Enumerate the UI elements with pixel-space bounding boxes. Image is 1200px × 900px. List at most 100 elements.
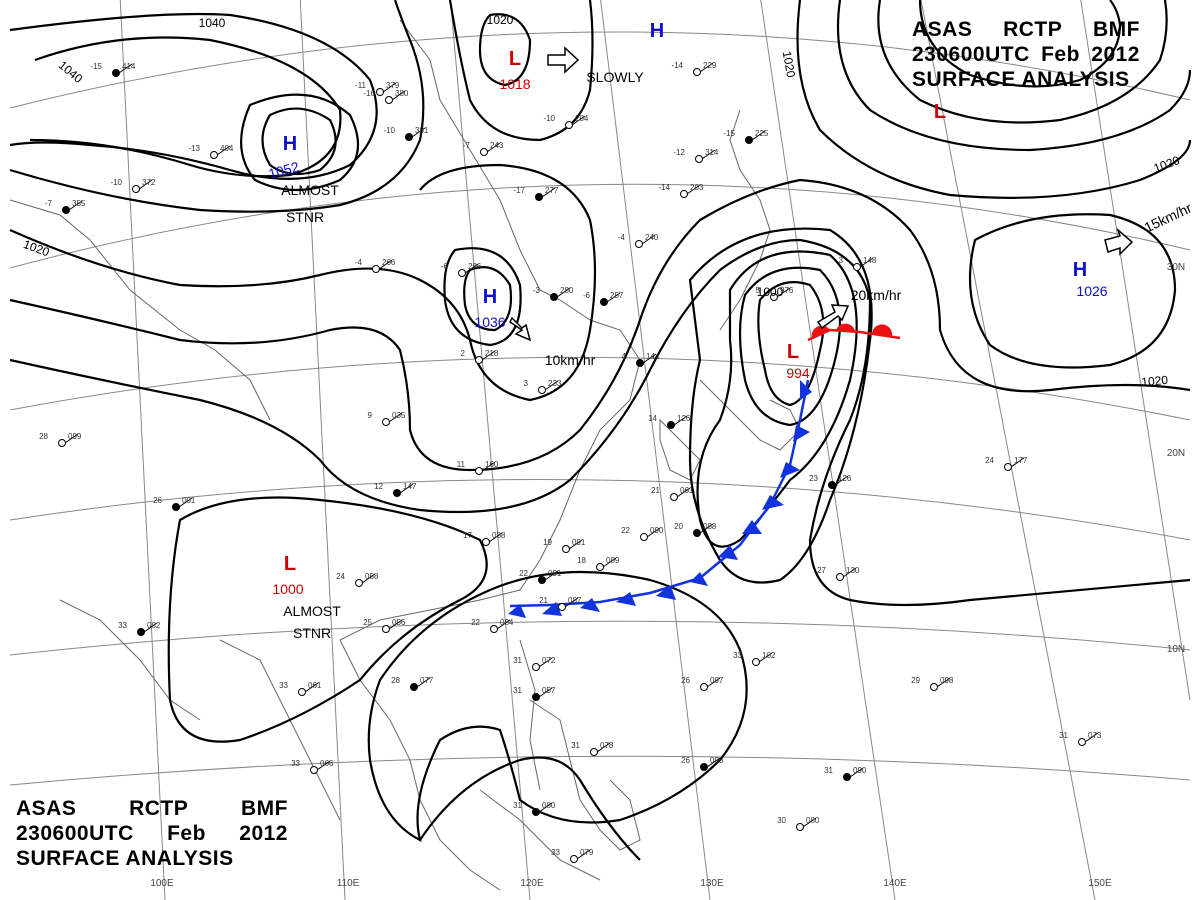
station-temperature: 21: [651, 486, 660, 495]
isobar-label: 1020: [487, 13, 514, 27]
station-plot: 5 976: [756, 286, 794, 301]
station-circle: [680, 190, 688, 198]
header-time: 230600UTC: [16, 822, 134, 845]
station-temperature: 18: [577, 556, 586, 565]
station-temperature: 14: [648, 414, 657, 423]
isobar-label: 1020: [1141, 373, 1169, 389]
station-temperature: 24: [336, 572, 345, 581]
station-temperature: -6: [441, 262, 449, 271]
station-plot: -6 257: [583, 291, 624, 306]
station-circle: [930, 683, 938, 691]
wind-barb: [642, 353, 657, 364]
station-circle: [482, 538, 490, 546]
station-plot: 22 084: [471, 618, 514, 633]
station-pressure: 243: [490, 141, 504, 150]
low-pressure-center: L 1018 SLOWLY: [499, 48, 644, 92]
station-circle: [600, 298, 608, 306]
header-month: Feb: [1041, 43, 1080, 66]
station-plot: -12 314: [673, 148, 719, 163]
wind-barb: [596, 742, 611, 753]
wind-barb: [576, 849, 591, 860]
wind-barb: [464, 263, 479, 274]
graticule: [9, 0, 1191, 900]
wind-barb: [416, 677, 431, 688]
station-pressure: 098: [710, 756, 724, 765]
station-plot: 4 144: [622, 352, 660, 367]
header-title: SURFACE ANALYSIS: [16, 847, 234, 870]
station-plot: 14 126: [648, 414, 691, 429]
wind-barb: [544, 570, 559, 581]
station-pressure: 379: [386, 81, 400, 90]
high-pressure-center: H 1036 10km/hr: [474, 286, 595, 368]
station-pressure: 240: [645, 233, 659, 242]
station-pressure: 090: [650, 526, 664, 535]
station-pressure: 066: [320, 759, 334, 768]
center-pressure: 1000: [272, 581, 303, 597]
station-pressure: 160: [485, 460, 499, 469]
station-pressure: 072: [542, 656, 556, 665]
station-temperature: -15: [90, 62, 102, 71]
warm-front-line: [807, 328, 901, 342]
wind-barb: [936, 677, 951, 688]
center-pressure: 1036: [474, 314, 505, 330]
station-circle: [550, 293, 558, 301]
station-pressure: 073: [1088, 731, 1102, 740]
station-plot: -7 243: [463, 141, 504, 156]
wind-barb: [399, 483, 414, 494]
station-plot: -10 204: [543, 114, 589, 129]
station-plot: 22 090: [621, 526, 664, 541]
center-pressure: 994: [786, 365, 810, 381]
station-pressure: 177: [1014, 456, 1028, 465]
station-pressure: 257: [610, 291, 624, 300]
station-circle: [137, 628, 145, 636]
station-temperature: 26: [681, 756, 690, 765]
station-circle: [490, 625, 498, 633]
chart-header-bottom: ASAS RCTP BMF 230600UTC Feb 2012 SURFACE ANA…: [16, 796, 288, 871]
station-circle: [693, 529, 701, 537]
header-station: RCTP: [129, 797, 189, 820]
station-plot: 30 080: [777, 816, 820, 831]
station-pressure: 082: [147, 621, 161, 630]
wind-barb: [538, 802, 553, 813]
station-circle: [538, 576, 546, 584]
station-circle: [853, 263, 861, 271]
station-circle: [112, 69, 120, 77]
station-temperature: 19: [543, 538, 552, 547]
center-symbol: L: [509, 48, 521, 70]
station-temperature: -13: [188, 144, 200, 153]
station-pressure: 057: [542, 686, 556, 695]
station-temperature: 20: [674, 522, 683, 531]
station-circle: [562, 545, 570, 553]
station-circle: [636, 359, 644, 367]
station-circle: [58, 439, 66, 447]
station-circle: [570, 855, 578, 863]
wind-barb: [641, 234, 656, 245]
station-circle: [700, 763, 708, 771]
wind-barb: [488, 532, 503, 543]
station-temperature: -6: [583, 291, 591, 300]
station-plot: 28 099: [39, 432, 82, 447]
wind-barb: [758, 652, 773, 663]
station-circle: [532, 663, 540, 671]
station-temperature: 28: [39, 432, 48, 441]
wind-barb: [842, 567, 857, 578]
station-temperature: -11: [355, 81, 367, 90]
station-temperature: -4: [618, 233, 626, 242]
station-temperature: 33: [118, 621, 127, 630]
wind-barb: [1010, 457, 1025, 468]
station-circle: [565, 121, 573, 129]
wind-barb: [486, 142, 501, 153]
station-pressure: 078: [600, 741, 614, 750]
station-temperature: 3: [839, 256, 844, 265]
station-circle: [836, 573, 844, 581]
header-station: RCTP: [1003, 18, 1063, 41]
center-symbol: H: [283, 133, 297, 155]
center-symbol: L: [934, 101, 946, 123]
longitude-label: 150E: [1088, 878, 1112, 889]
wind-barb: [568, 539, 583, 550]
station-temperature: 4: [622, 352, 627, 361]
wind-barb: [391, 90, 406, 101]
station-circle: [590, 748, 598, 756]
station-pressure: 266: [382, 258, 396, 267]
station-pressure: 218: [485, 349, 499, 358]
